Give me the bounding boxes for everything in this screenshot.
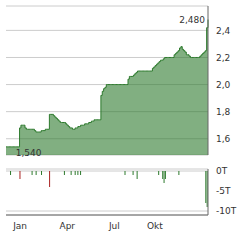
svg-text:2,0: 2,0 [216, 80, 231, 90]
svg-text:Okt: Okt [147, 221, 163, 231]
svg-text:Apr: Apr [59, 221, 75, 231]
svg-text:2,4: 2,4 [216, 26, 231, 36]
svg-text:1,6: 1,6 [216, 134, 231, 144]
svg-text:-5T: -5T [216, 186, 231, 196]
svg-text:1,8: 1,8 [216, 107, 231, 117]
svg-text:0T: 0T [216, 166, 228, 176]
svg-text:2,480: 2,480 [179, 15, 205, 25]
svg-text:-10T: -10T [216, 206, 232, 216]
svg-text:2,2: 2,2 [216, 53, 230, 63]
svg-text:1,540: 1,540 [16, 148, 42, 158]
svg-text:Jan: Jan [12, 221, 27, 231]
svg-text:Jul: Jul [108, 221, 120, 231]
